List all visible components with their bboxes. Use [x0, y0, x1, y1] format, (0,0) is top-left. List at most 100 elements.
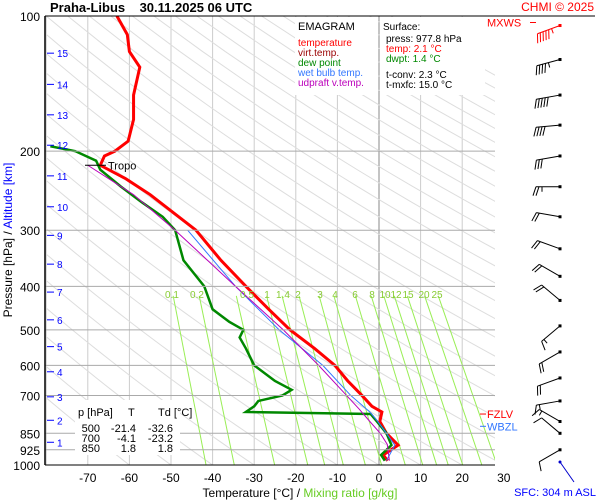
copyright: CHMI © 2025	[521, 0, 594, 14]
km-tick-label: 11	[57, 172, 68, 183]
dry-adiabat	[67, 16, 495, 302]
series-line-udpraft-v-temp-	[87, 164, 390, 461]
wind-barb-flag	[534, 212, 540, 222]
surface-tmxfc: t-mxfc: 15.0 °C	[386, 80, 452, 91]
y-axis-label: Pressure [hPa] / Altitude [km]	[1, 163, 15, 318]
wind-barb-half	[547, 62, 551, 68]
wind-barb-flag	[535, 65, 538, 76]
wind-barb-staff	[541, 284, 561, 301]
x-label-part: Temperature [°C]	[203, 486, 297, 500]
x-tick-label: -40	[204, 471, 222, 485]
mixing-ratio-label: 12	[390, 290, 402, 301]
wind-barb-staff	[538, 449, 561, 463]
dry-adiabat	[175, 16, 495, 218]
wind-barb-flag	[543, 97, 546, 108]
table-header: T	[128, 407, 135, 419]
x-tick-label: 0	[376, 471, 383, 485]
km-tick-label: 9	[57, 231, 63, 242]
wind-barb-staff	[536, 124, 561, 128]
x-label-part: /	[297, 486, 304, 500]
wind-barb-flag	[533, 127, 537, 137]
table-cell: -23.2	[148, 433, 173, 445]
mixing-ratio-label: 20	[418, 290, 430, 301]
level-label-fzlv: FZLV	[487, 409, 514, 421]
dry-adiabat	[196, 16, 495, 202]
mixing-ratio-line	[393, 295, 449, 465]
wind-barb-base	[558, 185, 562, 189]
wind-barb-flag	[535, 286, 545, 293]
surface-tconv: t-conv: 2.3 °C	[386, 70, 447, 81]
surface-title: Surface:	[383, 22, 420, 33]
km-tick-label: 14	[57, 80, 69, 91]
mixing-ratio-line	[354, 295, 406, 465]
mixing-ratio-label: 2	[295, 290, 301, 301]
mixing-ratio-line	[370, 295, 424, 465]
wind-barb-flag	[533, 417, 542, 424]
km-tick-label: 2	[57, 416, 63, 427]
km-tick-label: 15	[57, 49, 69, 60]
wind-barb-half	[543, 339, 548, 344]
y-label-part: Altitude [km]	[1, 163, 15, 229]
mixing-ratio-line	[383, 295, 438, 465]
wind-barb-flag	[531, 212, 537, 222]
sfc-wind-line	[559, 461, 575, 483]
level-label-wbzl: WBZL	[487, 421, 518, 433]
table-cell: 500	[82, 423, 100, 435]
wind-barb-flag	[540, 159, 543, 169]
mixing-ratio-label: 1	[264, 290, 270, 301]
pressure-tick-label: 850	[20, 427, 40, 441]
table-cell: 700	[82, 433, 100, 445]
pressure-tick-label: 925	[20, 444, 40, 458]
km-tick-label: 10	[57, 203, 69, 214]
y-label-part: Pressure [hPa]	[1, 235, 15, 318]
wind-barb-base	[558, 274, 562, 278]
table-header: Td [°C]	[158, 407, 192, 419]
legend-item: wet bulb temp.	[297, 68, 363, 79]
wind-barb-base	[558, 123, 562, 127]
wind-barb-half	[538, 410, 543, 416]
wind-barb-flag	[542, 126, 546, 136]
x-tick-label: -50	[162, 471, 180, 485]
mixing-ratio-label: 10	[379, 290, 391, 301]
wind-barb-flag	[540, 98, 543, 108]
wind-barb-flag	[538, 461, 542, 472]
series-line-dew-point	[50, 144, 393, 462]
table-cell: -21.4	[111, 423, 136, 435]
mixing-ratio-label: 25	[431, 290, 443, 301]
surface-box	[380, 17, 485, 95]
legend-box	[295, 17, 378, 95]
pressure-tick-label: 1000	[13, 459, 40, 473]
wind-barb-base	[558, 419, 562, 423]
dry-adiabat	[45, 71, 495, 377]
table-cell: 1.8	[121, 443, 136, 455]
series-line-wet-bulb-temp-	[187, 229, 396, 461]
wind-barb-staff	[538, 351, 561, 365]
mxws-label: MXWS	[487, 18, 521, 30]
x-axis-label: Temperature [°C] / Mixing ratio [g/kg]	[203, 486, 398, 500]
wind-barb-half	[551, 28, 554, 34]
wind-barb-flag	[537, 159, 540, 170]
pressure-tick-label: 300	[20, 224, 40, 238]
wind-barb-flag	[538, 363, 542, 374]
mixing-ratio-label: 0.2	[190, 290, 204, 301]
wind-barb-base	[558, 448, 562, 452]
wind-barb-base	[558, 58, 562, 62]
mixing-ratio-label: 15	[402, 290, 414, 301]
mixing-ratio-line	[406, 295, 464, 465]
km-tick-label: 6	[57, 316, 63, 327]
dry-adiabat	[45, 112, 495, 418]
km-tick-label: 4	[57, 368, 63, 379]
wind-barb-half	[538, 404, 541, 410]
pressure-tick-label: 700	[20, 389, 40, 403]
sfc-label: SFC: 304 m ASL	[514, 487, 596, 499]
wind-barb-staff	[538, 263, 561, 277]
sfc-wind-point	[558, 460, 562, 464]
wind-barb-flag	[531, 263, 540, 271]
dry-adiabat	[88, 16, 495, 284]
wind-barb-staff	[537, 377, 561, 387]
dry-adiabat	[45, 252, 338, 465]
mixing-ratio-label: 0.1	[165, 290, 179, 301]
pressure-tick-label: 100	[20, 10, 40, 24]
mixing-ratio-label: 6	[352, 290, 358, 301]
